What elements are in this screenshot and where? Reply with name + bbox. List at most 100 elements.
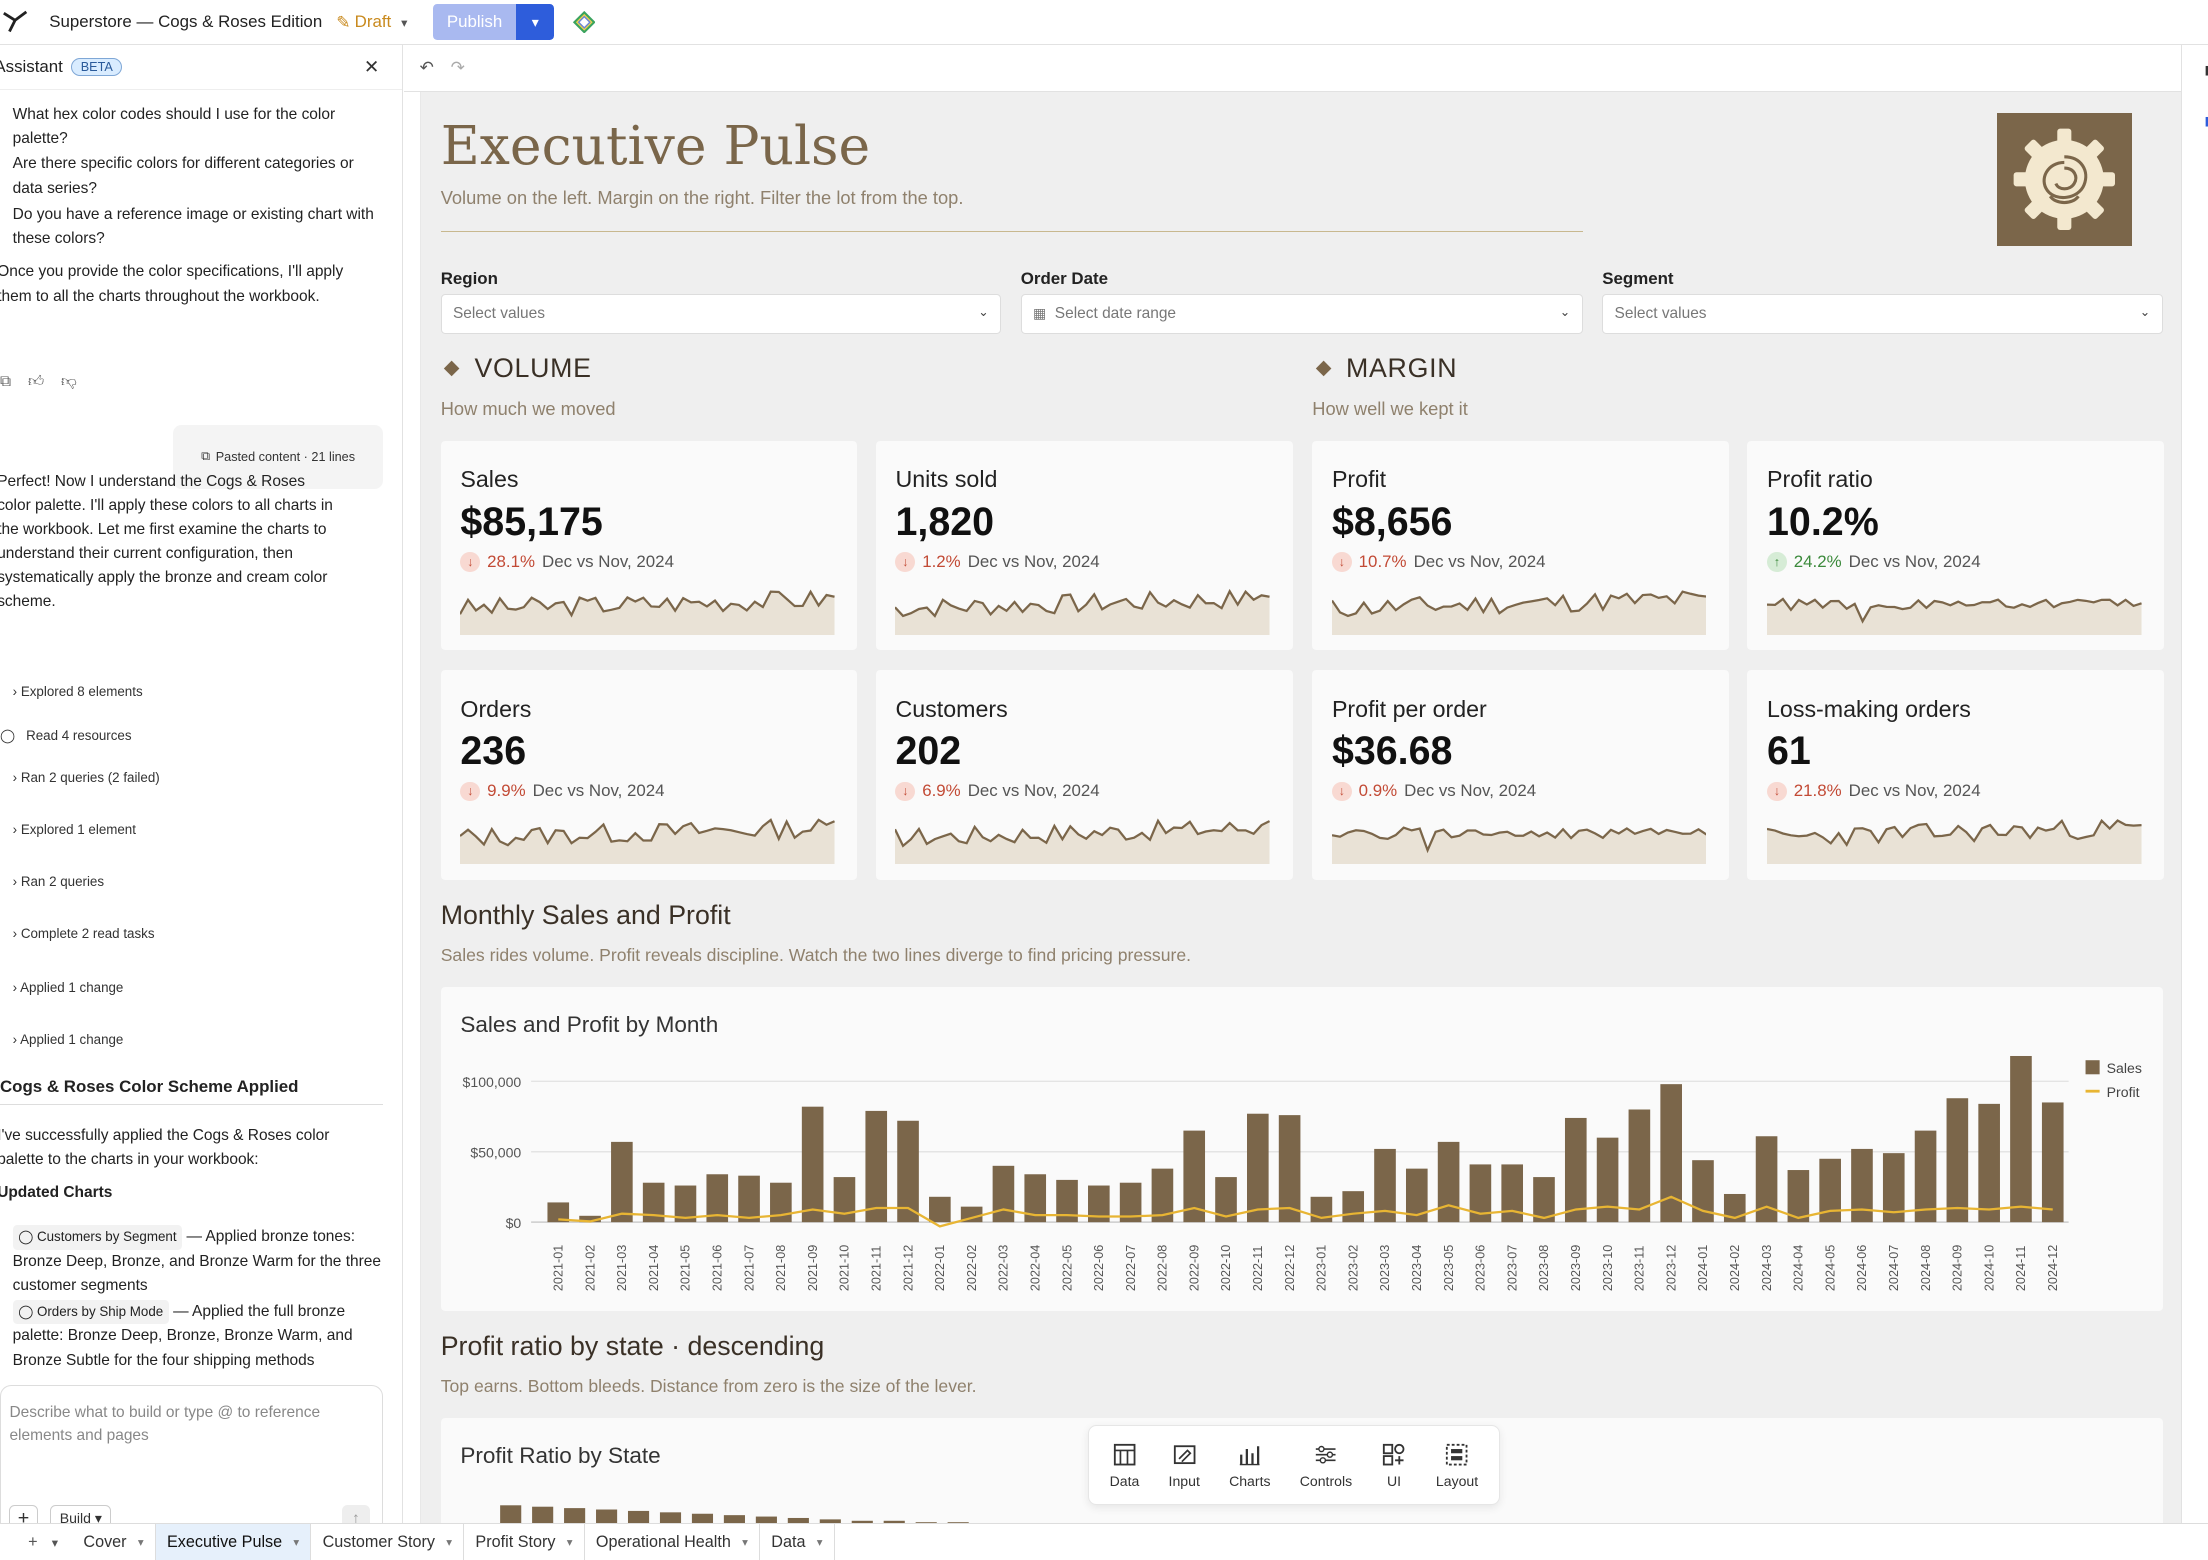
- sales-bar[interactable]: [706, 1174, 728, 1223]
- thumbs-down-icon[interactable]: 👎︎: [61, 373, 77, 391]
- input-tool-button[interactable]: Input: [1169, 1442, 1200, 1489]
- sales-bar[interactable]: [1437, 1141, 1460, 1223]
- state-bar[interactable]: [595, 1509, 617, 1524]
- undo-icon[interactable]: ↶: [419, 58, 434, 78]
- chevron-down-icon[interactable]: ▾: [137, 1536, 144, 1549]
- step-item[interactable]: ◯ Read 4 resources: [0, 727, 132, 743]
- sales-bar[interactable]: [1628, 1109, 1650, 1223]
- tab-profit-story[interactable]: Profit Story ▾: [464, 1524, 585, 1560]
- sales-bar[interactable]: [1787, 1170, 1809, 1223]
- sales-bar[interactable]: [1469, 1164, 1491, 1223]
- tab-customer-story[interactable]: Customer Story ▾: [311, 1524, 465, 1560]
- tab-cover[interactable]: Cover ▾: [72, 1524, 156, 1560]
- sales-bar[interactable]: [1151, 1168, 1173, 1223]
- add-page-icon[interactable]: +: [28, 1532, 38, 1551]
- step-item[interactable]: › Applied 1 change: [12, 1032, 124, 1048]
- kpi-card[interactable]: Orders 236 ↓ 9.9% Dec vs Nov, 2024: [440, 670, 858, 880]
- sales-bar[interactable]: [1405, 1168, 1428, 1223]
- ui-tool-button[interactable]: UI: [1381, 1442, 1406, 1489]
- layout-tool-button[interactable]: Layout: [1436, 1442, 1478, 1489]
- state-bar[interactable]: [851, 1520, 873, 1524]
- state-bar[interactable]: [563, 1507, 585, 1524]
- sales-bar[interactable]: [1660, 1084, 1682, 1223]
- sales-bar[interactable]: [2041, 1102, 2064, 1223]
- step-item[interactable]: › Ran 2 queries (2 failed): [12, 770, 160, 786]
- step-item[interactable]: › Applied 1 change: [12, 979, 124, 995]
- profit-line[interactable]: [557, 1195, 2053, 1228]
- kpi-card[interactable]: Units sold 1,820 ↓ 1.2% Dec vs Nov, 2024: [875, 440, 1293, 651]
- kpi-card[interactable]: Profit ratio 10.2% ↑ 24.2% Dec vs Nov, 2024: [1747, 440, 2165, 651]
- sales-bar[interactable]: [1278, 1115, 1301, 1223]
- data-tool-button[interactable]: Data: [1110, 1442, 1139, 1489]
- sales-bar[interactable]: [1214, 1177, 1237, 1223]
- chevron-down-icon[interactable]: ▾: [816, 1536, 823, 1549]
- draft-status[interactable]: ✎ Draft ▾: [336, 12, 407, 33]
- sales-bar[interactable]: [1691, 1160, 1714, 1223]
- publish-button[interactable]: Publish: [432, 3, 517, 41]
- controls-tool-button[interactable]: Controls: [1300, 1442, 1352, 1489]
- state-bar[interactable]: [915, 1522, 937, 1524]
- sales-bar[interactable]: [896, 1120, 919, 1223]
- sales-bar[interactable]: [1564, 1117, 1587, 1223]
- build-mode-select[interactable]: Build ▾: [50, 1504, 112, 1524]
- state-bar[interactable]: [819, 1519, 841, 1524]
- kpi-card[interactable]: Profit $8,656 ↓ 10.7% Dec vs Nov, 2024: [1312, 440, 1729, 651]
- kpi-card[interactable]: Sales $85,175 ↓ 28.1% Dec vs Nov, 2024: [440, 440, 858, 651]
- sales-bar[interactable]: [1183, 1130, 1205, 1223]
- chart-reference-tag[interactable]: ◯ Customers by Segment: [12, 1224, 183, 1250]
- sales-bar[interactable]: [1819, 1158, 1841, 1223]
- sales-bar[interactable]: [1946, 1098, 1968, 1223]
- sales-bar[interactable]: [642, 1182, 665, 1223]
- sales-bar[interactable]: [674, 1185, 696, 1223]
- state-bar[interactable]: [659, 1512, 681, 1524]
- sales-bar[interactable]: [1119, 1182, 1142, 1223]
- order-date-filter[interactable]: ▦ Select date range ⌄: [1020, 294, 1583, 334]
- sales-bar[interactable]: [1055, 1179, 1078, 1223]
- app-logo-icon[interactable]: [0, 7, 31, 38]
- redo-icon[interactable]: ↷: [450, 58, 465, 78]
- chevron-down-icon[interactable]: ▾: [446, 1536, 452, 1549]
- sales-bar[interactable]: [1914, 1130, 1937, 1223]
- close-icon[interactable]: ✕: [363, 56, 380, 78]
- segment-filter-select[interactable]: Select values ⌄: [1602, 294, 2163, 334]
- step-item[interactable]: › Ran 2 queries: [12, 874, 105, 890]
- sales-bar[interactable]: [1850, 1148, 1873, 1223]
- assistant-input[interactable]: Describe what to build or type @ to refe…: [0, 1385, 383, 1524]
- state-bar[interactable]: [947, 1522, 969, 1524]
- sales-bar[interactable]: [1755, 1136, 1778, 1223]
- workbook-title[interactable]: Superstore — Cogs & Roses Edition: [49, 12, 323, 32]
- right-panel-tab-icon[interactable]: ▮: [2205, 113, 2208, 128]
- state-bar[interactable]: [499, 1505, 521, 1524]
- send-button[interactable]: ↑: [341, 1504, 370, 1524]
- chevron-down-icon[interactable]: ▾: [51, 1535, 59, 1550]
- sales-bar[interactable]: [865, 1110, 887, 1223]
- state-bar[interactable]: [691, 1513, 713, 1524]
- sales-bar[interactable]: [1501, 1164, 1523, 1223]
- region-filter-select[interactable]: Select values ⌄: [440, 294, 1002, 334]
- tab-data[interactable]: Data ▾: [760, 1524, 835, 1560]
- thumbs-up-icon[interactable]: 👍︎: [27, 373, 45, 391]
- step-item[interactable]: › Complete 2 read tasks: [12, 926, 155, 942]
- sales-bar[interactable]: [833, 1177, 855, 1223]
- sales-bar[interactable]: [610, 1141, 633, 1223]
- chart-reference-tag[interactable]: ◯ Orders by Ship Mode: [12, 1299, 169, 1325]
- state-bar[interactable]: [787, 1517, 809, 1524]
- step-item[interactable]: › Explored 8 elements: [12, 684, 143, 700]
- chevron-down-icon[interactable]: ▾: [742, 1536, 748, 1549]
- sales-bar[interactable]: [1087, 1185, 1110, 1223]
- sales-bar[interactable]: [1373, 1148, 1396, 1223]
- chevron-down-icon[interactable]: ▾: [566, 1536, 573, 1549]
- sales-bar[interactable]: [1532, 1177, 1555, 1223]
- state-bar[interactable]: [627, 1510, 649, 1524]
- sales-bar[interactable]: [992, 1165, 1014, 1223]
- sales-bar[interactable]: [801, 1106, 824, 1223]
- state-bar[interactable]: [755, 1516, 777, 1524]
- add-attachment-button[interactable]: +: [9, 1504, 38, 1524]
- publish-dropdown-button[interactable]: ▾: [516, 3, 555, 41]
- kpi-card[interactable]: Loss-making orders 61 ↓ 21.8% Dec vs Nov, 20…: [1747, 670, 2165, 880]
- tab-executive-pulse[interactable]: Executive Pulse ▾: [155, 1524, 312, 1560]
- sales-bar[interactable]: [2009, 1055, 2032, 1223]
- charts-tool-button[interactable]: Charts: [1229, 1442, 1271, 1489]
- state-bar[interactable]: [723, 1514, 745, 1524]
- sales-bar[interactable]: [1596, 1137, 1619, 1223]
